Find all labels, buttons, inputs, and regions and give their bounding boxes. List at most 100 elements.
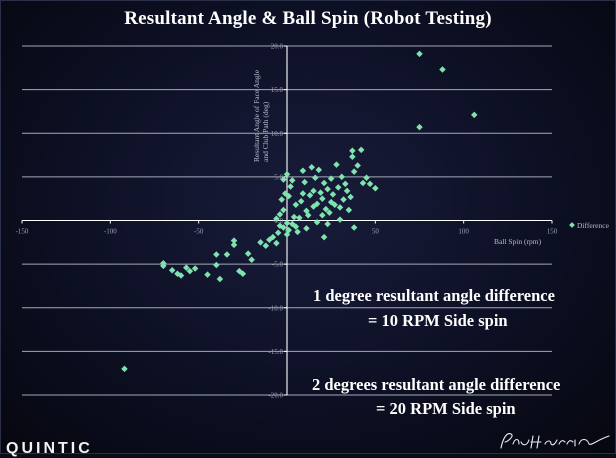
- legend-label: Difference: [577, 221, 610, 230]
- data-point: [350, 168, 358, 175]
- data-point: [322, 205, 330, 213]
- legend: Difference: [569, 221, 610, 230]
- data-point: [301, 178, 308, 186]
- y-axis-label-line2: and Club Path (deg): [261, 101, 270, 162]
- y-axis-label-line1: Resultant Angle of Face Angle: [252, 69, 261, 162]
- data-point: [312, 174, 319, 182]
- annotation-1-line2: = 10 RPM Side spin: [368, 311, 508, 330]
- data-point: [345, 206, 353, 214]
- data-point: [310, 187, 317, 195]
- y-tick-label: -20.0: [268, 392, 283, 400]
- data-point: [283, 219, 291, 227]
- data-point: [191, 265, 199, 272]
- x-tick-label: -100: [104, 228, 117, 236]
- data-point: [292, 201, 300, 209]
- data-point: [350, 224, 358, 231]
- data-point: [334, 184, 342, 191]
- data-point: [317, 189, 324, 196]
- data-point: [319, 212, 326, 219]
- data-point: [262, 242, 270, 250]
- x-axis-label: Ball Spin (rpm): [494, 237, 542, 246]
- annotation-2-line2: = 20 RPM Side spin: [376, 399, 516, 418]
- data-point: [320, 233, 328, 241]
- data-point: [223, 251, 231, 258]
- data-point: [257, 239, 264, 246]
- chart-title: Resultant Angle & Ball Spin (Robot Testi…: [124, 8, 492, 29]
- data-point: [285, 226, 293, 234]
- data-point: [280, 206, 287, 214]
- data-point: [324, 185, 331, 193]
- data-point: [285, 192, 293, 200]
- data-point: [342, 180, 349, 188]
- data-point: [357, 146, 365, 154]
- data-point: [299, 167, 307, 175]
- data-point: [313, 218, 321, 226]
- data-point: [347, 193, 354, 201]
- data-point: [331, 201, 338, 209]
- data-point: [230, 237, 238, 244]
- data-point: [283, 171, 291, 178]
- data-point: [239, 270, 247, 277]
- data-point: [292, 223, 300, 230]
- data-point: [320, 179, 328, 187]
- data-point: [121, 365, 128, 373]
- x-tick-label: 50: [372, 228, 380, 236]
- data-point: [204, 271, 211, 278]
- data-point: [168, 266, 176, 274]
- signature-image: [500, 433, 610, 449]
- data-point: [248, 256, 255, 264]
- data-point: [299, 190, 307, 197]
- data-point: [439, 66, 446, 73]
- annotation-1-line1: 1 degree resultant angle difference: [313, 286, 555, 305]
- y-tick-label: 10.0: [271, 130, 284, 138]
- data-point: [319, 195, 326, 202]
- data-point: [273, 239, 280, 247]
- data-point: [186, 267, 194, 275]
- data-point: [213, 261, 220, 269]
- data-point: [416, 50, 423, 58]
- data-points: [121, 50, 478, 373]
- data-point: [294, 228, 301, 236]
- data-point: [333, 161, 340, 168]
- data-point: [354, 162, 361, 169]
- data-point: [343, 187, 351, 195]
- y-tick-label: -15.0: [268, 348, 283, 356]
- quintic-logo: QUINTIC: [6, 440, 93, 457]
- data-point: [296, 214, 303, 222]
- data-point: [315, 166, 323, 174]
- y-tick-label: 0.0: [274, 217, 283, 225]
- data-point: [290, 213, 298, 221]
- data-point: [327, 175, 335, 182]
- legend-marker: [569, 222, 575, 228]
- data-point: [308, 164, 315, 171]
- annotation-2-line1: 2 degrees resultant angle difference: [312, 375, 561, 394]
- data-point: [416, 123, 423, 131]
- data-point: [280, 224, 287, 231]
- data-point: [372, 184, 379, 192]
- data-point: [289, 177, 296, 184]
- x-tick-label: -50: [194, 228, 204, 236]
- data-point: [183, 264, 190, 271]
- y-tick-label: 5.0: [274, 173, 283, 181]
- data-point: [338, 173, 346, 181]
- y-tick-label: -10.0: [268, 304, 283, 312]
- data-point: [324, 220, 331, 228]
- data-point: [269, 233, 277, 241]
- data-point: [230, 241, 238, 249]
- data-point: [340, 196, 347, 203]
- data-point: [359, 179, 367, 187]
- data-point: [329, 191, 337, 198]
- data-point: [278, 196, 285, 203]
- data-point: [471, 111, 478, 119]
- data-point: [177, 272, 185, 279]
- x-tick-label: -150: [16, 228, 29, 236]
- data-point: [216, 275, 224, 283]
- data-point: [366, 180, 374, 188]
- y-tick-label: 20.0: [271, 43, 284, 51]
- x-tick-label: 100: [458, 228, 469, 236]
- data-point: [306, 191, 314, 199]
- data-point: [276, 211, 284, 218]
- data-point: [280, 176, 287, 183]
- x-tick-label: 150: [547, 228, 558, 236]
- data-point: [287, 183, 294, 190]
